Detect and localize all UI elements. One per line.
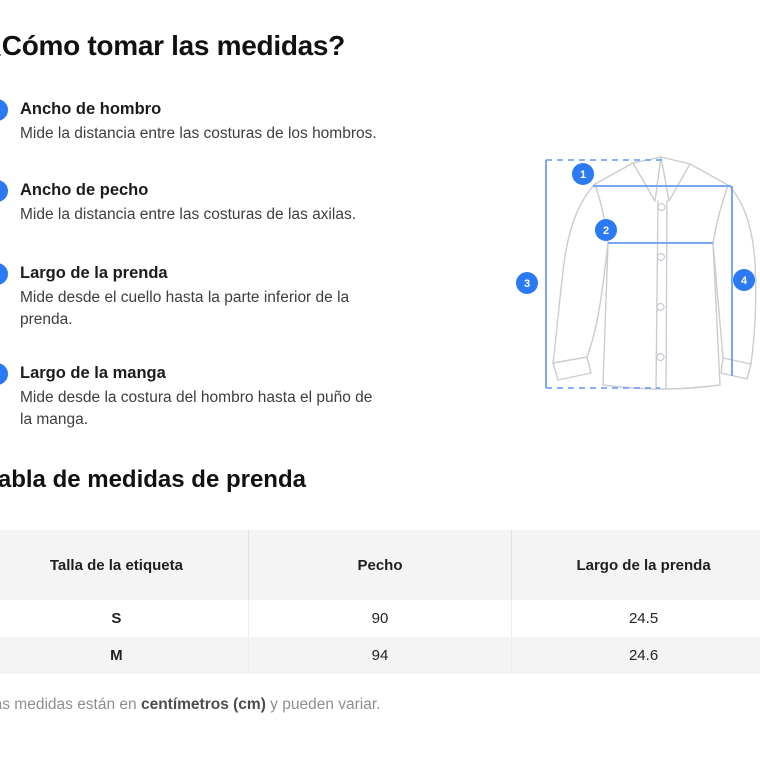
instruction-description: Mide desde la costura del hombro hasta e… [20, 389, 373, 428]
diagram-marker-1: 1 [572, 163, 594, 185]
svg-text:4: 4 [741, 275, 748, 287]
instruction-item-sleeve-length: 4 Largo de la manga Mide desde la costur… [0, 363, 460, 431]
table-header-row: Talla de la etiqueta Pecho Largo de la p… [0, 530, 760, 600]
step-1-badge: 1 [0, 99, 8, 121]
diagram-marker-4: 4 [733, 269, 755, 291]
disclaimer-prefix: Las medidas están en [0, 696, 141, 713]
svg-text:3: 3 [524, 278, 530, 290]
instruction-description: Mide la distancia entre las costuras de … [20, 206, 356, 223]
table-row-size-m: M 94 24.6 [0, 637, 760, 674]
instruction-title: Largo de la manga [20, 364, 166, 382]
chest-value: 94 [247, 637, 512, 674]
instruction-title: Ancho de hombro [20, 100, 162, 118]
garment-measurements-table: Talla de la etiqueta Pecho Largo de la p… [0, 530, 760, 674]
table-row-size-s: S 90 24.5 [0, 600, 760, 637]
instruction-title: Largo de la prenda [20, 264, 168, 282]
diagram-marker-3: 3 [516, 272, 538, 294]
step-4-badge: 4 [0, 363, 8, 385]
page-title: ¿Cómo tomar las medidas? [0, 30, 345, 61]
measurements-disclaimer: Las medidas están en centímetros (cm) y … [0, 696, 380, 714]
chest-value: 90 [247, 600, 512, 637]
garment-length-value: 24.5 [511, 600, 760, 637]
table-section-title: Tabla de medidas de prenda [0, 466, 306, 493]
garment-length-value: 24.6 [511, 637, 760, 674]
size-value: M [0, 637, 249, 674]
disclaimer-suffix: y pueden variar. [265, 696, 381, 713]
instruction-item-garment-length: 3 Largo de la prenda Mide desde el cuell… [0, 263, 460, 331]
svg-text:2: 2 [603, 225, 609, 237]
disclaimer-units: centímetros (cm) [140, 696, 266, 713]
step-3-badge: 3 [0, 263, 8, 285]
instruction-item-chest-width: 2 Ancho de pecho Mide la distancia entre… [0, 180, 460, 226]
column-header-label-size: Talla de la etiqueta [0, 530, 249, 600]
step-2-badge: 2 [0, 180, 8, 202]
column-header-chest: Pecho [247, 530, 512, 600]
shirt-measurement-diagram: 1 2 3 4 [516, 156, 757, 390]
svg-text:1: 1 [580, 169, 586, 181]
size-value: S [111, 610, 122, 627]
diagram-marker-2: 2 [595, 219, 617, 241]
instruction-title: Ancho de pecho [20, 181, 149, 199]
instruction-description: Mide la distancia entre las costuras de … [20, 125, 377, 142]
shirt-outline-icon [552, 156, 757, 390]
instruction-description: Mide desde el cuello hasta la parte infe… [20, 289, 350, 328]
instruction-item-shoulder-width: 1 Ancho de hombro Mide la distancia entr… [0, 99, 460, 145]
column-header-garment-length: Largo de la prenda [511, 530, 760, 600]
